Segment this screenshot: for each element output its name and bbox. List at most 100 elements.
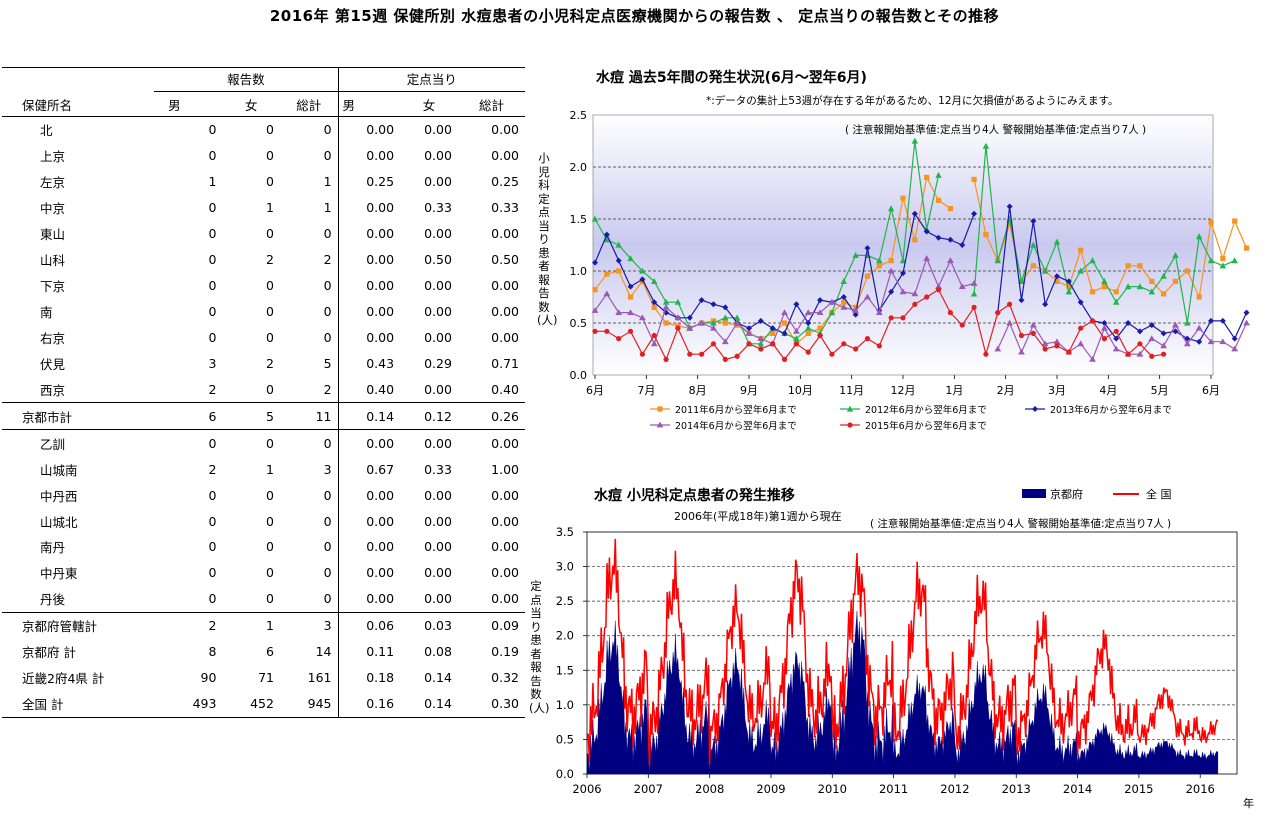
chart1-point [840, 294, 847, 300]
chart2-xtick-label: 2012 [940, 782, 969, 796]
cell-male: 0 [208, 200, 217, 216]
chart1-point [847, 422, 853, 428]
legend-national-line [1113, 493, 1139, 495]
row-name: 丹後 [40, 592, 66, 608]
chart1-point [710, 301, 717, 308]
chart1-point [888, 315, 894, 321]
cell-male-per-site: 0.14 [337, 402, 401, 430]
row-name: 乙訓 [2, 429, 149, 457]
chart1-point [876, 343, 882, 349]
chart1-point [1196, 338, 1203, 345]
cell-total-per-site: 0.00 [491, 539, 519, 555]
cell-total-per-site: 0.00 [491, 304, 519, 320]
cell-male: 0 [208, 565, 217, 581]
chart1-point [840, 278, 847, 284]
legend-national-label: 全 国 [1146, 488, 1172, 501]
chart1: 0.0 0.5 1.0 1.5 2.0 2.5 6月 7月 8月 9月 10月 11月 12月 1月 2月 3… [570, 109, 1250, 432]
cell-male: 90 [200, 670, 217, 686]
cell-male-per-site: 0.00 [337, 142, 401, 169]
chart1-point [887, 205, 895, 212]
row-name: 京都府管轄計 [2, 611, 149, 639]
chart1-ylabel: 小児科定点当り患者報告数(人) [537, 151, 558, 327]
chart1-point [1149, 278, 1155, 284]
chart1-point [970, 290, 978, 297]
cell-female: 71 [258, 670, 274, 686]
table-row: 近畿2府4県 計 90 71 161 0.18 0.14 0.32 [2, 664, 525, 691]
chart1-point [1231, 345, 1239, 352]
chart1-point [1006, 203, 1013, 210]
chart1-point [793, 301, 800, 308]
chart1-point [757, 335, 765, 341]
chart1-point [805, 330, 811, 336]
chart1-point [924, 174, 930, 180]
chart1-xtick-label: 3月 [1048, 384, 1066, 397]
cell-male: 0 [208, 148, 217, 164]
chart1-xtick-label: 12月 [891, 384, 916, 397]
cell-male-per-site: 0.40 [337, 376, 401, 403]
chart1-point [1078, 325, 1084, 331]
cell-male-per-site: 0.00 [337, 298, 401, 325]
cell-female: 452 [222, 690, 280, 718]
chart1-point [1030, 241, 1037, 248]
chart1-point [1231, 335, 1238, 342]
chart1-point [1208, 219, 1214, 225]
chart1-point [1112, 345, 1120, 352]
chart1-point [876, 263, 882, 269]
chart2-national-line [586, 538, 1219, 766]
cell-total: 5 [323, 355, 332, 371]
chart1-point [663, 309, 670, 316]
col-female2-header: 女 [400, 92, 458, 117]
chart1-point [603, 231, 610, 238]
chart1-point [1113, 289, 1119, 295]
table-row: 京都市計 6 5 11 0.14 0.12 0.26 [2, 402, 525, 430]
cell-total-per-site: 0.19 [491, 644, 519, 660]
cell-female-per-site: 0.00 [424, 329, 452, 345]
legend-kyoto-label: 京都府 [1050, 488, 1083, 501]
chart1-point [1101, 336, 1107, 342]
chart1-point [770, 341, 776, 347]
cell-male-per-site: 0.06 [337, 611, 401, 639]
cell-total-per-site: 0.00 [491, 591, 519, 607]
chart1-point [651, 299, 658, 306]
chart1-point [592, 259, 598, 266]
chart1-point [1124, 283, 1132, 290]
chart2-xtick-label: 2007 [634, 782, 663, 796]
chart2-xtick-label: 2006 [572, 782, 601, 796]
chart1-point [971, 210, 978, 217]
chart1-point [758, 346, 764, 352]
cell-male-per-site: 0.00 [337, 220, 401, 247]
cell-total: 0 [323, 539, 332, 555]
chart1-point [983, 232, 989, 238]
cell-male: 6 [148, 402, 223, 430]
chart1-point [1184, 335, 1191, 342]
cell-female-per-site: 0.00 [424, 174, 452, 190]
chart1-point [781, 320, 788, 326]
col-name-header: 保健所名 [2, 92, 149, 117]
chart1-point [1041, 340, 1049, 347]
chart1-point [1089, 318, 1096, 324]
chart1-point [1220, 255, 1226, 262]
cell-male-per-site: 0.16 [337, 690, 401, 718]
cell-total-per-site: 0.33 [491, 200, 519, 216]
cell-male: 0 [208, 591, 217, 607]
chart1-title: 水痘 過去5年間の発生状況(6月～翌年6月) [596, 70, 867, 86]
cell-total-per-site: 0.00 [491, 329, 519, 345]
cell-male: 0 [208, 278, 217, 294]
chart1-point [757, 340, 765, 347]
chart1-point [722, 304, 729, 311]
chart1-point [1172, 328, 1179, 335]
chart1-point [1030, 330, 1036, 336]
cell-female-per-site: 0.29 [424, 355, 452, 371]
cell-total: 0 [279, 429, 339, 457]
chart1-point [1018, 348, 1025, 355]
chart1-point [1053, 238, 1061, 245]
chart1-point [1053, 338, 1061, 345]
chart2-kyoto-area [586, 611, 1219, 775]
report-table: 報告数 定点当り 保健所名 男 女 総計 男 女 総計 北 0 0 0 0.00 0.00… [2, 67, 525, 718]
chart1-legend-label: 2015年6月から翌年6月まで [865, 420, 987, 432]
chart1-point [674, 298, 682, 305]
cell-male-per-site: 0.00 [337, 508, 401, 534]
chart1-point [935, 283, 942, 289]
cell-female-per-site: 0.14 [400, 690, 458, 718]
chart1-point [817, 332, 823, 339]
